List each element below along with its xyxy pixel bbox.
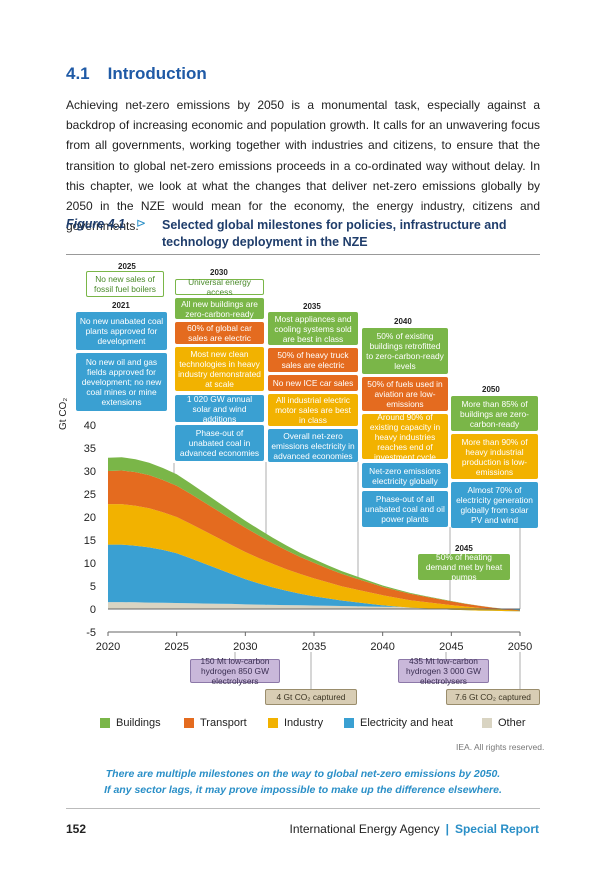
legend-label-buildings: Buildings [116, 717, 161, 729]
legend-item-transport: Transport [184, 717, 247, 729]
milestone-2040-aviation: 50% of fuels used in aviation are low-em… [362, 377, 448, 411]
area-other [108, 602, 520, 609]
area-electricity-and-heat [108, 544, 520, 612]
y-tick-5: 5 [90, 581, 96, 593]
legend-item-other: Other [482, 717, 526, 729]
milestone-2030-solarwind: 1 020 GW annual solar and wind additions [175, 394, 264, 424]
x-tick-2025: 2025 [164, 641, 188, 653]
rights-notice: IEA. All rights reserved. [456, 742, 545, 752]
milestone-2050-solar: Almost 70% of electricity generation glo… [451, 482, 538, 528]
caption-line-1: There are multiple milestones on the way… [105, 768, 501, 780]
milestone-2050-buildings: More than 85% of buildings are zero-carb… [451, 396, 538, 431]
milestone-hydrogen-2030: 150 Mt low-carbon hydrogen 850 GW electr… [190, 656, 280, 686]
section-number: 4.1 [66, 64, 90, 83]
milestone-2030-buildings: All new buildings are zero-carbon-ready [175, 298, 264, 319]
milestone-2030-cars: 60% of global car sales are electric [175, 322, 264, 344]
milestone-ccs-2035: 4 Gt CO₂ captured [265, 689, 357, 705]
x-tick-2020: 2020 [96, 641, 120, 653]
legend-item-industry: Industry [268, 717, 323, 729]
figure-label: Figure 4.1 [66, 217, 126, 231]
milestone-2035-electricity: Overall net-zero emissions electricity i… [268, 429, 358, 462]
footer-publisher: International Energy Agency | Special Repo… [290, 822, 540, 836]
legend-item-buildings: Buildings [100, 717, 161, 729]
year-2035: 2035 [303, 302, 321, 311]
chart-legend: Buildings Transport Industry Electricity… [100, 717, 540, 733]
milestone-2030-industry: Most new clean technologies in heavy ind… [175, 347, 264, 391]
milestone-2030-coal: Phase-out of unabated coal in advanced e… [175, 425, 264, 461]
page-number: 152 [66, 822, 87, 836]
milestone-ccs-2050: 7.6 Gt CO₂ captured [446, 689, 540, 705]
legend-swatch-industry [268, 718, 278, 728]
year-2030: 2030 [210, 268, 228, 277]
legend-swatch-electricity [344, 718, 354, 728]
area-industry [108, 504, 520, 612]
milestone-2040-netzero: Net-zero emissions electricity globally [362, 463, 448, 488]
milestone-2050-industry: More than 90% of heavy industrial produc… [451, 434, 538, 479]
legend-label-electricity: Electricity and heat [360, 717, 453, 729]
milestone-hydrogen-2050: 435 Mt low-carbon hydrogen 3 000 GW elec… [398, 656, 489, 686]
milestone-2021-coal: No new unabated coal plants approved for… [76, 312, 167, 350]
legend-item-electricity: Electricity and heat [344, 717, 453, 729]
legend-label-transport: Transport [200, 717, 247, 729]
x-tick-2040: 2040 [370, 641, 394, 653]
intro-paragraph: Achieving net-zero emissions by 2050 is … [66, 98, 540, 234]
milestone-2035-ice: No new ICE car sales [268, 375, 358, 391]
year-2040: 2040 [394, 317, 412, 326]
milestone-2040-heavy: Around 90% of existing capacity in heavy… [362, 412, 448, 462]
y-tick-15: 15 [84, 535, 96, 547]
y-tick-20: 20 [84, 512, 96, 524]
x-tick-2050: 2050 [508, 641, 532, 653]
y-tick-35: 35 [84, 443, 96, 455]
legend-swatch-buildings [100, 718, 110, 728]
figure-caption: There are multiple milestones on the way… [66, 766, 540, 798]
caption-line-2: If any sector lags, it may prove impossi… [104, 784, 502, 796]
year-2045: 2045 [455, 544, 473, 553]
milestone-2035-appliances: Most appliances and cooling systems sold… [268, 312, 358, 345]
legend-label-industry: Industry [284, 717, 324, 729]
milestone-2040-retrofit: 50% of existing buildings retrofitted to… [362, 328, 448, 374]
milestone-2030-access: Universal energy access [175, 277, 264, 297]
y-tick-25: 25 [84, 489, 96, 501]
y-tick-0: 0 [90, 604, 96, 616]
section-title-text: Introduction [107, 64, 207, 83]
milestone-2040-phaseout: Phase-out of all unabated coal and oil p… [362, 491, 448, 527]
milestone-2035-motors: All industrial electric motor sales are … [268, 394, 358, 426]
footer-separator: | [445, 822, 449, 836]
legend-swatch-transport [184, 718, 194, 728]
x-tick-2035: 2035 [302, 641, 326, 653]
y-axis-label: Gt CO₂ [58, 397, 69, 430]
y-tick--5: -5 [86, 627, 96, 639]
area-transport [108, 470, 520, 611]
legend-label-other: Other [498, 717, 526, 729]
x-tick-2030: 2030 [233, 641, 257, 653]
area-buildings [108, 457, 520, 611]
x-tick-2045: 2045 [439, 641, 463, 653]
milestone-2035-trucks: 50% of heavy truck sales are electric [268, 348, 358, 372]
milestone-2025-boilers: No new sales of fossil fuel boilers [86, 271, 164, 297]
figure-rule [66, 254, 540, 255]
year-2025: 2025 [118, 262, 136, 271]
publisher-name: International Energy Agency [289, 822, 440, 836]
section-title: 4.1 Introduction [66, 64, 225, 84]
chart-areas [108, 457, 520, 612]
y-tick-30: 30 [84, 466, 96, 478]
milestone-2021-oilgas: No new oil and gas fields approved for d… [76, 353, 167, 411]
year-2021: 2021 [112, 301, 130, 310]
report-name: Special Report [454, 822, 539, 836]
y-tick-10: 10 [84, 558, 96, 570]
milestone-2045-heatpumps: 50% of heating demand met by heat pumps [418, 552, 510, 582]
y-tick-40: 40 [84, 420, 96, 432]
year-2050: 2050 [482, 385, 500, 394]
legend-swatch-other [482, 718, 492, 728]
figure-title: Selected global milestones for policies,… [162, 218, 507, 249]
footer-rule [66, 808, 540, 809]
figure-arrow-icon: ⊳ [136, 216, 147, 230]
